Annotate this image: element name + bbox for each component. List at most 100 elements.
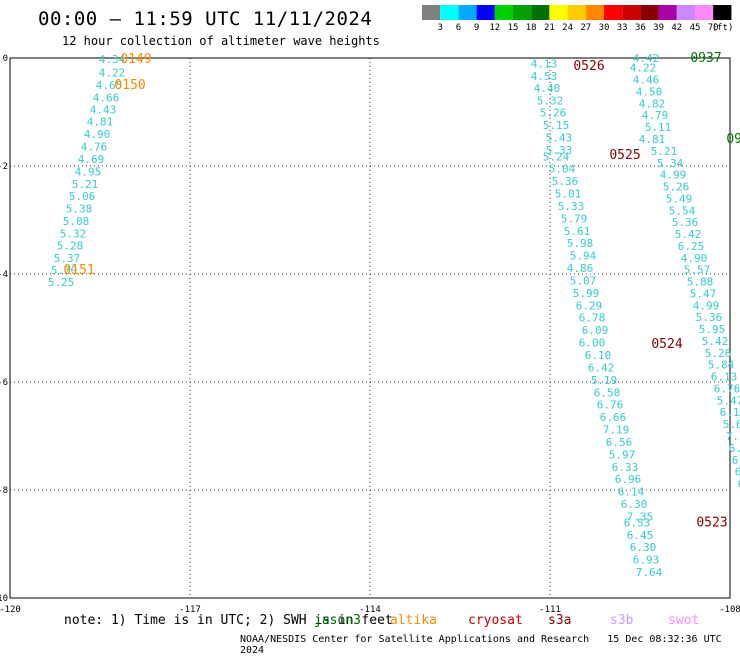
swh-value-label: 5.38 [66,203,93,216]
swh-value-label: 6.33 [612,461,639,474]
x-tick-label: -111 [539,605,561,615]
legend-label: 45 [690,23,701,33]
swh-value-label: 5.61 [564,225,591,238]
swh-value-label: 5.04 [549,163,576,176]
swh-value-label: 5.28 [57,239,84,252]
swh-value-label: 5.47 [717,394,740,407]
legend-swatch [640,5,659,20]
swh-value-label: 5.01 [555,188,582,201]
swh-value-label: 6.50 [594,386,621,399]
swh-value-label: 5.94 [570,250,597,263]
swh-value-label: 4.81 [87,116,114,129]
swh-value-label: 4.82 [639,97,666,110]
swh-value-label: 5.79 [561,212,588,225]
swh-value-label: 4.99 [693,299,720,312]
legend-swatch [585,5,604,20]
swh-value-label: 5.25 [48,276,75,289]
satellite-cryosat: cryosat [468,613,523,628]
legend-swatch [622,5,641,20]
swh-value-label: 5.08 [63,215,90,228]
swh-value-label: 6.45 [627,529,654,542]
legend-swatch [567,5,586,20]
legend-label: 12 [489,23,500,33]
swh-value-label: 4.46 [633,74,660,87]
legend-label: 15 [508,23,519,33]
swh-value-label: 5.36 [672,216,699,229]
legend-label: 70 [708,23,719,33]
swh-value-label: 6.42 [588,361,615,374]
swh-value-label: 6.30 [621,498,648,511]
swh-value-label: 5.24 [543,150,570,163]
footer-note: note: 1) Time is in UTC; 2) SWH is in fe… [64,613,393,628]
time-label: 0525 [609,148,640,163]
x-tick-label: -120 [0,605,21,615]
swh-value-label: 5.99 [573,287,600,300]
swh-value-label: 6.14 [738,478,740,491]
legend-label: 27 [580,23,591,33]
swh-value-label: 5.32 [60,228,87,241]
legend-swatch [440,5,459,20]
swh-value-label: 5.43 [546,131,573,144]
y-tick-label: -10 [0,594,8,604]
swh-value-label: 6.13 [720,406,740,419]
swh-value-label: 5.42 [702,335,729,348]
swh-value-label: 5.49 [666,192,693,205]
swh-value-label: 5.32 [537,95,564,108]
swh-value-label: 5.42 [675,228,702,241]
swh-value-label: 6.56 [606,436,633,449]
swh-value-label: 5.33 [558,200,585,213]
swh-value-label: 5.34 [657,157,684,170]
swh-value-label: 5.47 [690,287,717,300]
time-label: 0149 [120,52,151,67]
swh-value-label: 6.78 [579,312,606,325]
page-title: 00:00 – 11:59 UTC 11/11/2024 [38,8,373,30]
swh-value-label: 4.40 [534,82,561,95]
swh-value-label: 5.37 [54,252,81,265]
legend-swatch [549,5,568,20]
swh-value-label: 4.76 [81,141,108,154]
swh-value-label: 4.69 [78,153,105,166]
satellite-altika: altika [390,613,437,628]
x-tick-label: -114 [359,605,381,615]
swh-value-label: 5.65 [723,418,740,431]
y-tick-label: -2 [0,162,8,172]
legend-label: 30 [599,23,610,33]
satellite-swot: swot [668,613,700,628]
time-label: 0938 [726,132,740,147]
swh-value-label: 4.99 [660,169,687,182]
legend-swatch [422,5,441,20]
swh-value-label: 4.53 [531,70,558,83]
swh-value-label: 6.14 [618,486,645,499]
swh-value-label: 5.36 [552,175,579,188]
satellite-jason3: jason3 [314,613,361,628]
credit-text: NOAA/NESDIS Center for Satellite Applica… [240,634,590,645]
legend-label: 3 [437,23,442,33]
time-label: 0151 [63,263,94,278]
swh-value-label: 5.57 [684,264,711,277]
swh-value-label: 6.74 [735,466,740,479]
swh-value-label: 5.26 [705,347,732,360]
swh-value-label: 5.06 [69,190,96,203]
y-tick-label: -4 [0,270,8,280]
legend-swatch [658,5,677,20]
swh-value-label: 5.26 [540,107,567,120]
swh-value-label: 6.96 [615,473,642,486]
swh-value-label: 6.70 [732,454,740,467]
time-label: 0526 [573,59,604,74]
swh-value-label: 4.22 [99,67,126,80]
swh-value-label: 4.86 [567,262,594,275]
legend-label: 9 [474,23,479,33]
y-tick-label: 0 [3,54,8,64]
legend-swatch [476,5,495,20]
satellite-s3a: s3a [548,613,572,628]
swh-value-label: 4.90 [681,252,708,265]
swh-value-label: 4.79 [642,109,669,122]
legend-swatch [458,5,477,20]
swh-value-label: 4.34 [99,53,126,66]
swh-value-label: 6.53 [624,516,651,529]
legend-label: 39 [653,23,664,33]
swh-value-label: 5.33 [546,144,573,157]
swh-value-label: 5.07 [570,274,597,287]
swh-value-label: 4.13 [531,57,558,70]
